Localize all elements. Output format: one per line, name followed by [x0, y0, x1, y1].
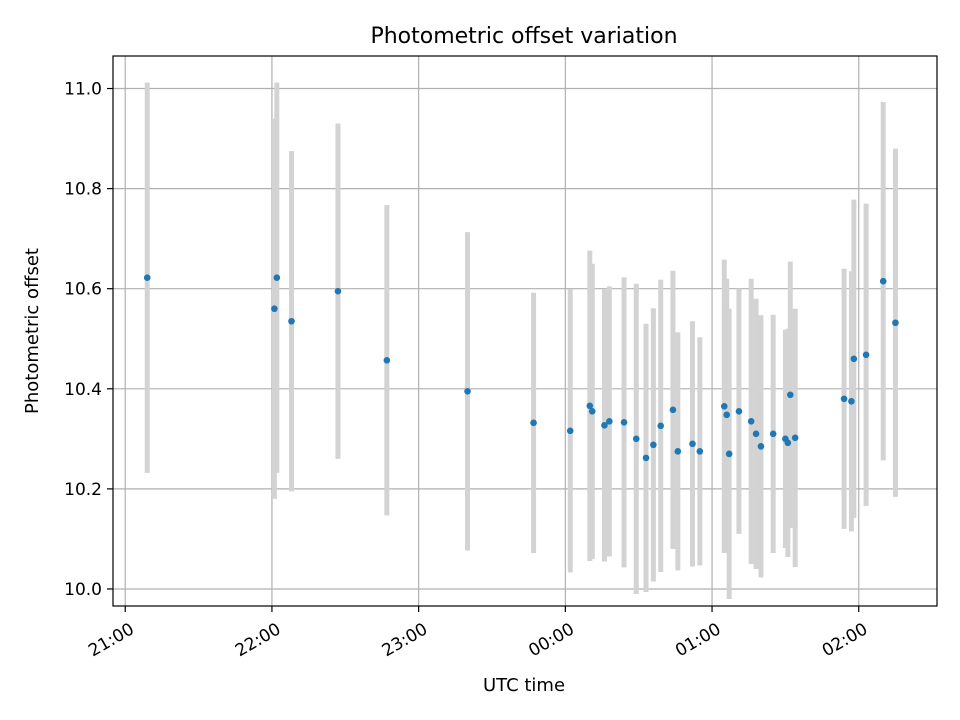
- data-point: [657, 422, 665, 430]
- data-point: [334, 287, 342, 295]
- y-tick-label: 10.2: [64, 480, 102, 500]
- data-point: [642, 454, 650, 462]
- data-point: [674, 448, 682, 455]
- data-point: [606, 418, 613, 425]
- data-point: [620, 419, 628, 426]
- data-point: [747, 418, 755, 425]
- data-point: [632, 435, 640, 443]
- data-point: [271, 305, 278, 313]
- y-tick-label: 10.6: [64, 280, 102, 300]
- data-point: [143, 274, 151, 282]
- data-point: [791, 434, 799, 442]
- y-axis-title: Photometric offset: [22, 248, 43, 414]
- data-point: [696, 448, 704, 455]
- y-tick-label: 11.0: [64, 80, 102, 100]
- data-point: [669, 406, 677, 414]
- data-point: [273, 274, 281, 282]
- data-point: [786, 391, 794, 399]
- data-point: [840, 395, 848, 403]
- data-point: [784, 439, 792, 447]
- y-tick-label: 10.4: [64, 380, 102, 400]
- data-point: [650, 441, 657, 449]
- data-point: [850, 355, 858, 363]
- data-point: [892, 319, 899, 327]
- chart-title: Photometric offset variation: [370, 24, 677, 49]
- data-point: [862, 351, 870, 359]
- data-point: [725, 450, 733, 458]
- data-point: [383, 356, 391, 364]
- x-axis-title: UTC time: [483, 675, 565, 696]
- data-point: [566, 427, 574, 435]
- y-tick-label: 10.0: [64, 580, 102, 600]
- y-tick-label: 10.8: [64, 180, 102, 200]
- plot-frame: [112, 55, 938, 607]
- data-point: [689, 440, 696, 448]
- y-axis-ticks: 10.0 10.2 10.4 10.6 10.8 11.0: [64, 80, 113, 600]
- data-point: [769, 430, 777, 438]
- data-point: [588, 408, 596, 415]
- data-point: [720, 403, 728, 410]
- data-point: [723, 411, 731, 419]
- grid-layer: [113, 56, 937, 606]
- point-layer: [143, 274, 899, 462]
- data-point: [586, 402, 594, 410]
- data-point: [879, 277, 887, 285]
- data-point: [601, 422, 608, 429]
- data-point: [464, 388, 471, 395]
- data-point: [757, 443, 765, 450]
- data-point: [752, 430, 760, 438]
- data-point: [848, 398, 855, 405]
- data-point: [530, 419, 537, 427]
- data-point: [735, 408, 743, 415]
- data-point: [288, 317, 295, 325]
